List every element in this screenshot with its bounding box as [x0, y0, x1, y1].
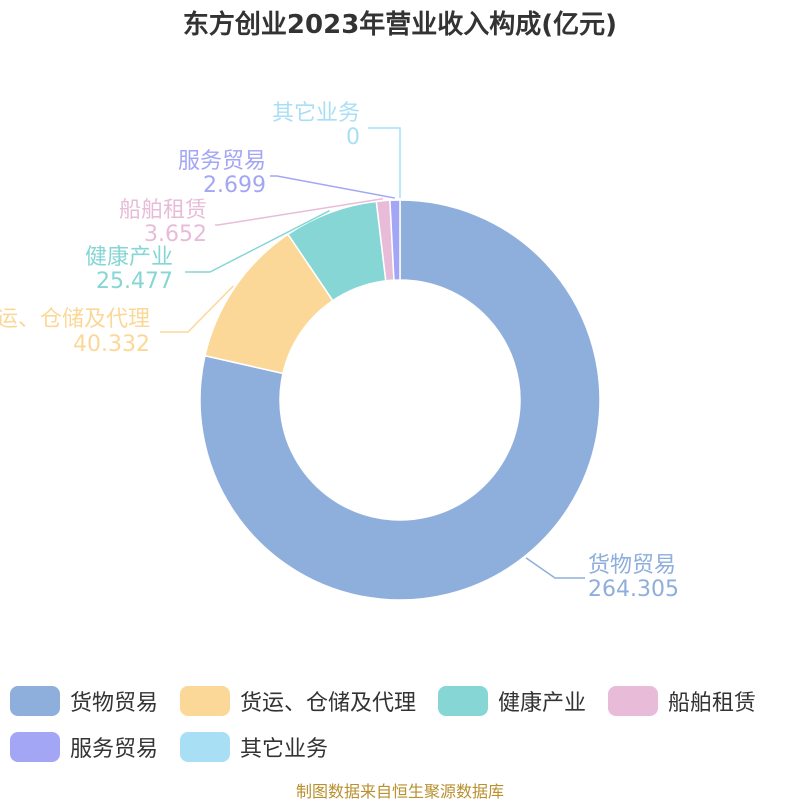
legend-label: 健康产业 — [498, 691, 587, 716]
legend-swatch — [180, 732, 231, 762]
legend-item[interactable]: 其它业务 — [180, 731, 328, 763]
donut-slice — [389, 199, 401, 281]
chart-title: 东方创业2023年营业收入构成(亿元) — [182, 10, 618, 40]
slice-value-label: 0 — [346, 125, 360, 150]
legend-label: 船舶租赁 — [668, 691, 757, 716]
label-leader-line — [368, 127, 401, 198]
slice-name-label: 健康产业 — [85, 245, 173, 270]
slices-layer — [199, 199, 601, 601]
legend-swatch — [438, 686, 489, 716]
donut-slice — [199, 199, 601, 601]
legend-label: 其它业务 — [240, 737, 329, 762]
slice-name-label: 船舶租赁 — [119, 198, 207, 223]
legend-item[interactable]: 服务贸易 — [10, 731, 158, 763]
legend-item[interactable]: 健康产业 — [438, 685, 586, 717]
label-leader-line — [215, 197, 384, 226]
slice-name-label: 货物贸易 — [588, 553, 676, 578]
slice-value-label: 2.699 — [203, 173, 266, 198]
slice-name-label: 货运、仓储及代理 — [0, 307, 150, 332]
slice-name-label: 服务贸易 — [178, 149, 266, 174]
label-leader-line — [160, 285, 234, 333]
slice-value-label: 25.477 — [96, 269, 173, 294]
legend-swatch — [180, 686, 231, 716]
label-leader-line — [185, 210, 330, 273]
legend-item[interactable]: 货物贸易 — [10, 685, 158, 717]
slice-value-label: 3.652 — [144, 222, 207, 247]
slice-value-label: 264.305 — [588, 577, 679, 602]
legend-swatch — [10, 732, 60, 762]
legend-label: 货运、仓储及代理 — [240, 691, 417, 716]
label-leader-line — [525, 557, 585, 579]
label-leader-line — [270, 175, 396, 199]
slice-value-label: 40.332 — [73, 332, 150, 357]
source-note: 制图数据来自恒生聚源数据库 — [295, 782, 504, 801]
legend: 货物贸易 货运、仓储及代理 健康产业 船舶租赁服务贸易 其它业务 — [10, 685, 800, 777]
legend-swatch — [10, 686, 60, 716]
slice-name-label: 其它业务 — [272, 101, 360, 126]
legend-item[interactable]: 船舶租赁 — [608, 685, 756, 717]
legend-label: 货物贸易 — [70, 691, 159, 716]
legend-item[interactable]: 货运、仓储及代理 — [180, 685, 416, 717]
legend-label: 服务贸易 — [70, 737, 159, 762]
legend-swatch — [608, 686, 659, 716]
